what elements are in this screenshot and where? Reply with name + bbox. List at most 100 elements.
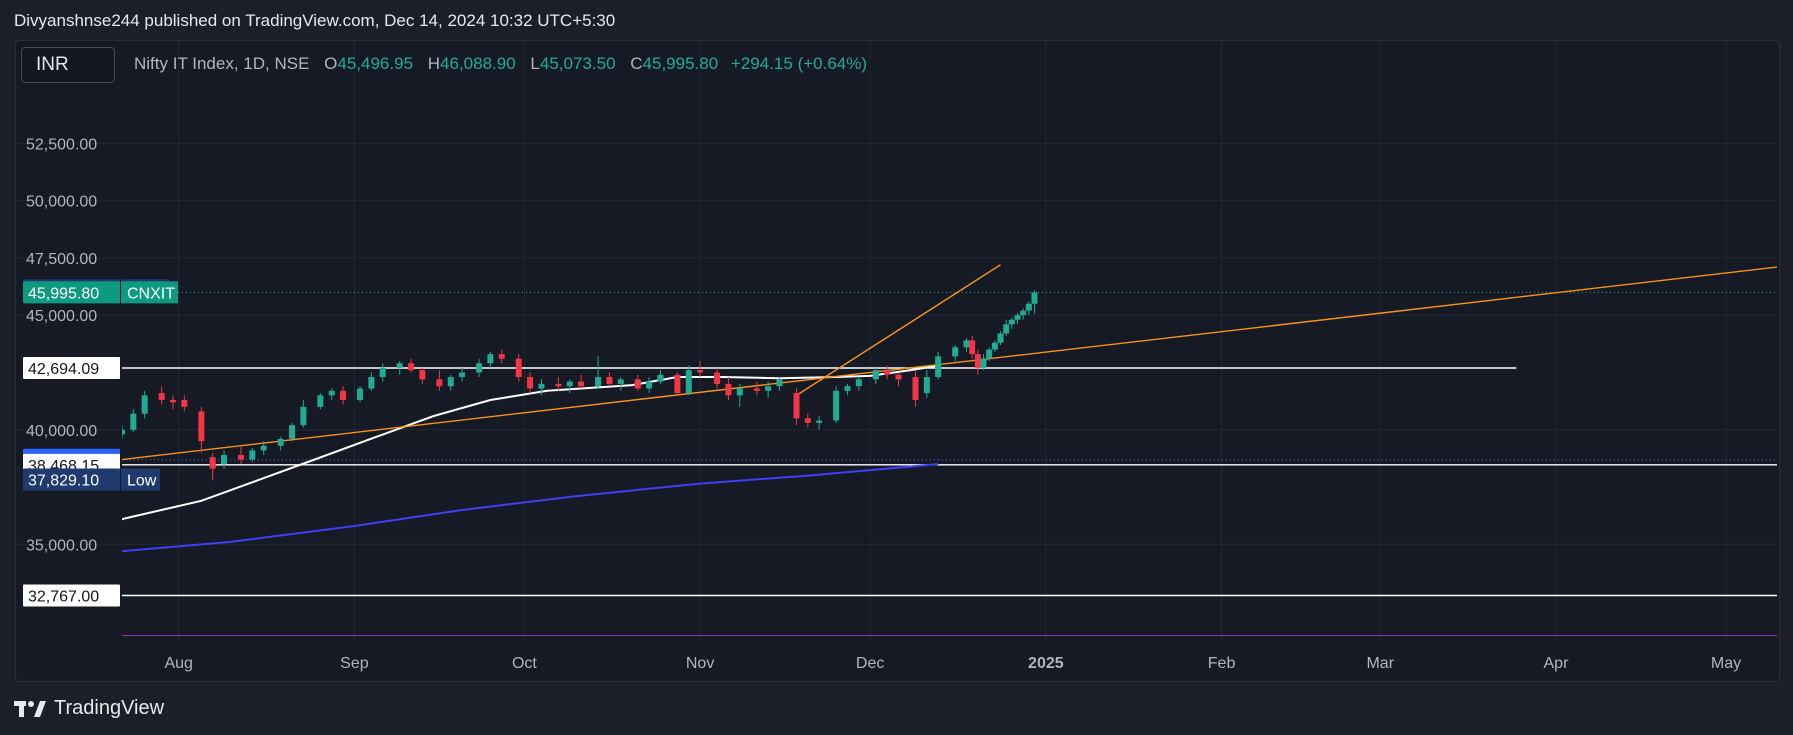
candle-body (300, 406, 307, 426)
candle-body (498, 354, 505, 359)
candle-body (289, 425, 296, 439)
candle (1003, 319, 1010, 336)
candle (804, 413, 811, 428)
price-badge-bg (23, 468, 120, 491)
candle-body (357, 388, 364, 400)
high-label: H (427, 54, 441, 73)
tradingview-logo-icon (14, 699, 46, 719)
candle (249, 448, 256, 462)
publisher-text: Divyanshnse244 published on TradingView.… (14, 11, 616, 30)
candle (991, 340, 998, 352)
candle-body (379, 367, 386, 378)
candle (997, 331, 1004, 345)
candle-body (736, 388, 743, 396)
candle (753, 381, 760, 396)
candle-body (804, 418, 811, 423)
candle (855, 377, 862, 391)
candle (872, 367, 879, 384)
candle (340, 386, 347, 405)
candle-body (963, 340, 970, 348)
candle-body (685, 370, 692, 394)
candle (181, 395, 188, 412)
candle (1008, 317, 1015, 329)
candle (923, 370, 930, 398)
price-badge-label: 32,767.00 (28, 589, 99, 606)
candle-body (459, 372, 466, 378)
price-badge-tag: Low (127, 472, 157, 489)
y-tick-label: 40,000.00 (26, 423, 97, 440)
candle-body (872, 370, 879, 380)
candle-body (935, 356, 942, 378)
candle-body (436, 379, 443, 387)
candle-body (923, 377, 930, 394)
candle (1025, 301, 1032, 316)
candle-body (833, 390, 840, 421)
candle (238, 445, 245, 465)
candle (617, 377, 624, 391)
candle-body (1031, 292, 1038, 304)
candle-body (793, 393, 800, 419)
x-axis: Aug Sep Oct Nov Dec 2025 Feb Mar Apr May (164, 655, 1741, 672)
currency-selector-button[interactable]: INR (21, 47, 115, 83)
candle (1031, 290, 1038, 314)
candle (952, 344, 959, 361)
candle-body (674, 374, 681, 394)
candle (289, 422, 296, 442)
candle (980, 354, 987, 371)
footer-brand[interactable]: TradingView (14, 697, 164, 720)
candle (793, 388, 800, 426)
candle (498, 349, 505, 364)
candle-body (986, 349, 993, 359)
currency-label: INR (36, 54, 69, 75)
grid (16, 41, 1777, 640)
candle-body (776, 379, 783, 387)
candle-body (997, 333, 1004, 343)
change-value: +294.15 (+0.64%) (730, 54, 868, 73)
candle (555, 377, 562, 391)
candle-body (1003, 324, 1010, 334)
candle-body (328, 390, 335, 396)
footer-brand-label: TradingView (54, 697, 165, 719)
candle-body (317, 395, 324, 407)
x-tick-label: Sep (340, 655, 369, 672)
candle (130, 409, 137, 433)
y-tick-label: 45,000.00 (26, 308, 97, 325)
candle (674, 372, 681, 396)
candle (221, 450, 228, 469)
candle (986, 347, 993, 361)
candle-body (1008, 319, 1015, 325)
candle (317, 393, 324, 410)
candle (1014, 312, 1021, 325)
candle (595, 356, 602, 389)
x-tick-label: May (1711, 655, 1741, 672)
price-badge-label: 42,694.09 (28, 361, 99, 378)
candle (963, 338, 970, 352)
x-tick-label: Aug (164, 655, 192, 672)
candle-body (1025, 303, 1032, 311)
y-tick-label: 52,500.00 (26, 136, 97, 153)
close-label: C (630, 54, 643, 73)
x-tick-label: Oct (512, 655, 537, 672)
chart-panel (15, 40, 1780, 682)
candle (844, 383, 851, 396)
trendline (796, 264, 1001, 396)
candle (198, 406, 205, 453)
candle (515, 354, 522, 382)
open-value: 45,496.95 (337, 54, 414, 73)
candle-body (158, 393, 165, 400)
trendline (122, 266, 1777, 461)
high-value: 46,088.90 (440, 54, 516, 73)
candle-body (221, 454, 228, 465)
candle (396, 361, 403, 375)
candle (895, 372, 902, 387)
candle-body (277, 438, 284, 446)
price-badge-bg (23, 281, 120, 304)
candle-body (714, 372, 721, 384)
candle (1020, 308, 1027, 320)
candle (776, 377, 783, 391)
candle-body (249, 450, 256, 460)
candle-body (260, 445, 267, 451)
candle-body (884, 370, 891, 375)
publisher-header: Divyanshnse244 published on TradingView.… (14, 11, 615, 31)
